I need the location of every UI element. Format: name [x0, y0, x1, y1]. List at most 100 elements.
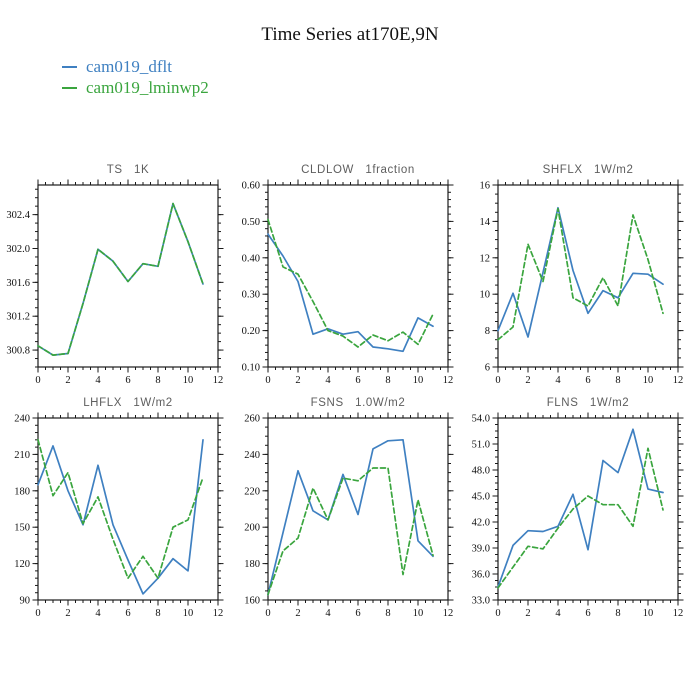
y-tick-label: 0.40	[242, 253, 260, 264]
y-tick-label: 42.0	[472, 518, 490, 529]
y-tick-label: 12	[480, 253, 491, 264]
x-tick-label: 6	[585, 375, 590, 386]
axis-ticks-shflx	[492, 179, 684, 373]
series-line-cam019_dflt-flns	[497, 428, 664, 588]
plot-frame-fsns	[267, 417, 449, 601]
subplot-lhflx: LHFLX 1W/m2 0 2 4 6 8 10 12 90 120 150 180 210 240	[0, 391, 228, 625]
axis-labels-lhflx: 0 2 4 6 8 10 12 90 120 150 180 210 240	[14, 414, 223, 620]
y-tick-label: 210	[14, 450, 30, 461]
y-tick-label: 150	[14, 523, 30, 534]
x-tick-label: 12	[443, 375, 454, 386]
x-tick-label: 4	[95, 608, 101, 619]
legend-item-cam019_lminwp2: cam019_lminwp2	[62, 77, 209, 98]
subplot-fsns: FSNS 1.0W/m2 0 2 4 6 8 10 12 160 180 200 220 240 260	[230, 391, 458, 625]
x-tick-label: 12	[673, 608, 684, 619]
y-tick-label: 302.0	[6, 244, 30, 255]
x-tick-label: 8	[615, 608, 620, 619]
x-tick-label: 0	[265, 375, 270, 386]
x-tick-label: 8	[615, 375, 620, 386]
x-tick-label: 12	[443, 608, 454, 619]
x-tick-label: 0	[495, 375, 500, 386]
subplot-svg-flns: 0 2 4 6 8 10 12 33.0 36.0 39.0 42.0 45.0 48.0 51.0 54.…	[472, 412, 684, 619]
y-tick-label: 0.50	[242, 217, 260, 228]
x-tick-label: 2	[295, 375, 300, 386]
axis-ticks-fsns	[262, 412, 454, 606]
subplot-title-fsns: FSNS 1.0W/m2	[310, 397, 406, 409]
x-tick-label: 10	[413, 375, 424, 386]
y-tick-label: 0.60	[242, 181, 260, 192]
y-tick-label: 0.10	[242, 363, 260, 374]
y-tick-label: 51.0	[472, 440, 490, 451]
subplot-title-lhflx: LHFLX 1W/m2	[83, 397, 173, 409]
series-line-cam019_dflt-cldlow	[267, 233, 434, 353]
y-tick-label: 6	[485, 363, 490, 374]
subplot-title-cldlow: CLDLOW 1fraction	[301, 164, 415, 176]
series-line-cam019_lminwp2-flns	[497, 447, 664, 589]
y-tick-label: 48.0	[472, 466, 490, 477]
x-tick-label: 2	[525, 375, 530, 386]
series-line-cam019_lminwp2-lhflx	[37, 438, 204, 580]
x-tick-label: 4	[95, 375, 101, 386]
y-tick-label: 45.0	[472, 492, 490, 503]
x-tick-label: 8	[155, 608, 160, 619]
series-line-cam019_dflt-shflx	[497, 206, 664, 338]
legend-label-cam019_dflt: cam019_dflt	[86, 57, 172, 76]
subplot-svg-ts: 0 2 4 6 8 10 12 300.8 301.2 301.6 302.0 302.4	[6, 179, 224, 386]
x-tick-label: 8	[385, 375, 390, 386]
subplot-cldlow: CLDLOW 1fraction 0 2 4 6 8 10 12 0.10 0.20 0.30 0.…	[230, 158, 458, 392]
y-tick-label: 54.0	[472, 414, 490, 425]
x-tick-label: 12	[673, 375, 684, 386]
legend-line-sample-blue	[62, 65, 77, 68]
x-tick-label: 6	[355, 608, 360, 619]
x-tick-label: 0	[495, 608, 500, 619]
x-tick-label: 10	[183, 608, 194, 619]
x-tick-label: 0	[35, 375, 40, 386]
y-tick-label: 240	[244, 450, 260, 461]
x-tick-label: 4	[325, 375, 331, 386]
subplot-svg-fsns: 0 2 4 6 8 10 12 160 180 200 220 240 260	[244, 412, 454, 620]
subplot-svg-shflx: 0 2 4 6 8 10 12 6 8 10 12 14 16	[480, 179, 684, 387]
plot-frame-lhflx	[37, 417, 219, 601]
y-tick-label: 160	[244, 596, 260, 607]
subplot-flns: FLNS 1W/m2 0 2 4 6 8 10 12 33.0 36.0 39.0 42.0 45.0…	[460, 391, 688, 625]
y-tick-label: 90	[20, 596, 31, 607]
x-tick-label: 2	[295, 608, 300, 619]
y-tick-label: 16	[480, 181, 491, 192]
y-tick-label: 302.4	[6, 210, 30, 221]
x-tick-label: 4	[555, 375, 561, 386]
plot-frame-cldlow	[267, 184, 449, 368]
x-tick-label: 12	[213, 608, 224, 619]
x-tick-label: 10	[183, 375, 194, 386]
y-tick-label: 180	[244, 559, 260, 570]
y-tick-label: 36.0	[472, 570, 490, 581]
subplot-shflx: SHFLX 1W/m2 0 2 4 6 8 10 12 6 8 10 12 14 16	[460, 158, 688, 392]
x-tick-label: 4	[325, 608, 331, 619]
axis-ticks-cldlow	[262, 179, 454, 373]
y-tick-label: 200	[244, 523, 260, 534]
x-tick-label: 4	[555, 608, 561, 619]
axis-labels-fsns: 0 2 4 6 8 10 12 160 180 200 220 240 260	[244, 414, 453, 620]
plot-frame-shflx	[497, 184, 679, 368]
x-tick-label: 6	[125, 375, 130, 386]
x-tick-label: 6	[355, 375, 360, 386]
axis-labels-shflx: 0 2 4 6 8 10 12 6 8 10 12 14 16	[480, 181, 684, 387]
legend-line-sample-green	[62, 86, 77, 89]
series-line-cam019_dflt-ts	[37, 202, 204, 356]
series-line-cam019_dflt-fsns	[267, 438, 434, 596]
y-tick-label: 220	[244, 486, 260, 497]
subplot-ts: TS 1K 0 2 4 6 8 10 12 300.8 301.2 301.6 302.0 302.4	[0, 158, 228, 392]
y-tick-label: 10	[480, 290, 491, 301]
axis-labels-cldlow: 0 2 4 6 8 10 12 0.10 0.20 0.30 0.40 0.50 0.60	[242, 181, 454, 387]
axis-labels-ts: 0 2 4 6 8 10 12 300.8 301.2 301.6 302.0 302.4	[6, 210, 223, 386]
x-tick-label: 2	[65, 608, 70, 619]
y-tick-label: 0.30	[242, 290, 260, 301]
legend: cam019_dflt cam019_lminwp2	[62, 56, 209, 98]
subplot-title-ts: TS 1K	[106, 164, 150, 176]
x-tick-label: 0	[265, 608, 270, 619]
y-tick-label: 8	[485, 326, 490, 337]
series-line-cam019_lminwp2-fsns	[267, 467, 434, 596]
series-line-cam019_dflt-lhflx	[37, 438, 204, 595]
x-tick-label: 2	[65, 375, 70, 386]
subplot-title-flns: FLNS 1W/m2	[546, 397, 630, 409]
series-line-cam019_lminwp2-cldlow	[267, 218, 434, 348]
